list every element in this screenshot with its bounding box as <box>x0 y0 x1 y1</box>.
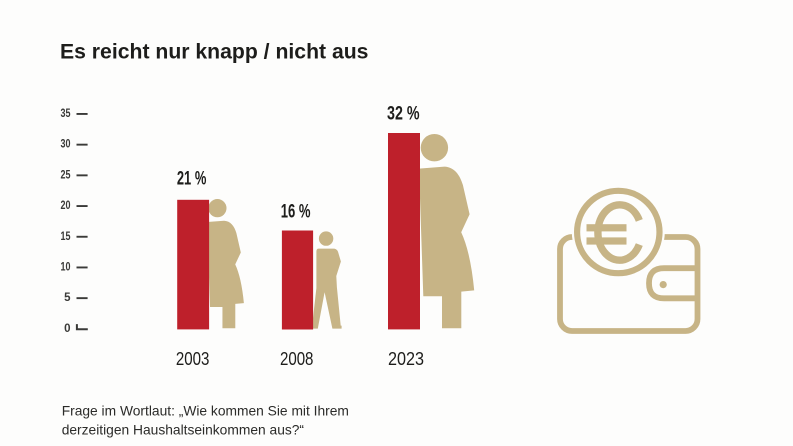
svg-text:35: 35 <box>61 106 71 120</box>
svg-text:2023: 2023 <box>388 348 424 369</box>
svg-text:20: 20 <box>61 198 71 212</box>
svg-text:21 %: 21 % <box>177 168 207 190</box>
svg-text:32 %: 32 % <box>387 103 420 125</box>
svg-text:30: 30 <box>61 137 71 151</box>
svg-text:16 %: 16 % <box>281 201 311 223</box>
svg-text:Es reicht nur knapp / nicht au: Es reicht nur knapp / nicht aus <box>60 41 368 64</box>
svg-text:Frage im Wortlaut: „Wie kommen: Frage im Wortlaut: „Wie kommen Sie mit I… <box>62 403 349 418</box>
svg-text:2008: 2008 <box>280 348 314 369</box>
svg-text:10: 10 <box>61 260 71 274</box>
svg-text:2003: 2003 <box>176 348 210 369</box>
svg-text:derzeitigen Haushaltseinkommen: derzeitigen Haushaltseinkommen aus?“ <box>62 423 305 438</box>
svg-text:15: 15 <box>61 229 71 243</box>
svg-text:25: 25 <box>61 167 71 181</box>
svg-text:0: 0 <box>64 321 71 335</box>
svg-text:5: 5 <box>64 290 71 304</box>
